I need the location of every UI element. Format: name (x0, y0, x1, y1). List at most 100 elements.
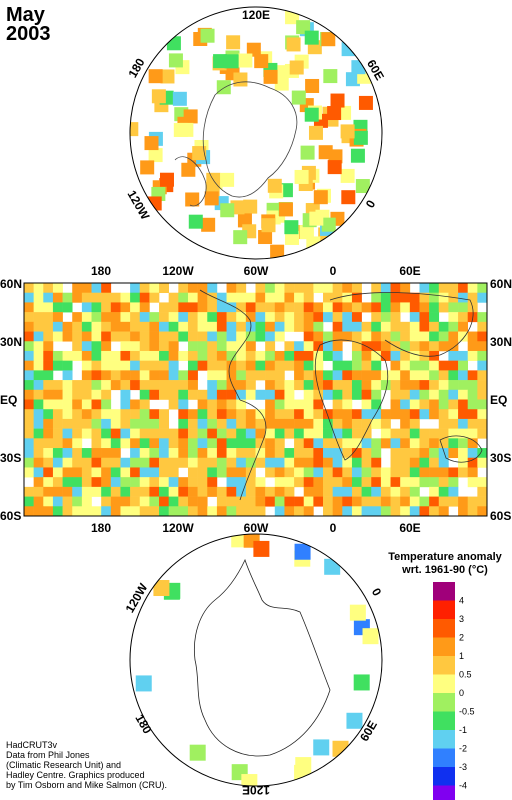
anomaly-cell (207, 341, 218, 352)
anomaly-cell (24, 496, 34, 507)
anomaly-cell (265, 496, 276, 507)
south-polar-cells (135, 534, 379, 786)
anomaly-cell (207, 370, 218, 381)
anomaly-cell (313, 350, 324, 361)
anomaly-cell (361, 389, 372, 400)
anomaly-cell (52, 486, 63, 497)
anomaly-cell (24, 486, 34, 497)
anomaly-cell (294, 428, 305, 439)
anomaly-cell (342, 302, 353, 313)
legend-title: Temperature anomaly wrt. 1961-90 (°C) (380, 551, 510, 577)
anomaly-cell (371, 467, 382, 478)
north-anomaly-cell (328, 149, 343, 164)
anomaly-cell (72, 283, 83, 294)
anomaly-cell (303, 409, 314, 420)
south-anomaly-cell (362, 628, 379, 645)
anomaly-cell (274, 350, 285, 361)
anomaly-cell (236, 389, 247, 400)
anomaly-cell (24, 380, 34, 391)
anomaly-cell (216, 399, 227, 410)
anomaly-cell (168, 321, 179, 332)
anomaly-cell (216, 302, 227, 313)
anomaly-cell (81, 457, 92, 468)
anomaly-cell (236, 477, 247, 488)
anomaly-cell (313, 380, 324, 391)
anomaly-cell (458, 506, 469, 517)
anomaly-cell (168, 438, 179, 449)
north-anomaly-cell (330, 93, 345, 108)
anomaly-cell (409, 321, 420, 332)
anomaly-cell (409, 496, 420, 507)
anomaly-cell (419, 360, 430, 371)
anomaly-cell (274, 448, 285, 459)
anomaly-cell (226, 486, 237, 497)
anomaly-cell (313, 457, 324, 468)
anomaly-cell (284, 302, 295, 313)
anomaly-cell (409, 350, 420, 361)
anomaly-cell (400, 438, 411, 449)
anomaly-cell (371, 477, 382, 488)
anomaly-cell (467, 341, 478, 352)
anomaly-cell (33, 283, 44, 294)
anomaly-cell (245, 389, 256, 400)
top-lon-label-0: 0 (330, 264, 337, 278)
anomaly-cell (371, 360, 382, 371)
anomaly-cell (197, 341, 208, 352)
anomaly-cell (351, 302, 362, 313)
north-anomaly-cell (224, 54, 239, 69)
anomaly-cell (303, 292, 314, 303)
anomaly-cell (139, 321, 150, 332)
anomaly-cell (400, 457, 411, 468)
anomaly-cell (33, 486, 44, 497)
legend-tick-label: 4 (459, 596, 464, 606)
anomaly-cell (429, 467, 440, 478)
anomaly-cell (255, 428, 266, 439)
anomaly-cell (168, 292, 179, 303)
anomaly-cell (52, 360, 63, 371)
south-label-120e: 120E (242, 783, 270, 797)
anomaly-cell (313, 312, 324, 323)
anomaly-cell (33, 409, 44, 420)
anomaly-cell (303, 477, 314, 488)
anomaly-cell (400, 370, 411, 381)
legend-swatch (433, 600, 455, 619)
anomaly-cell (168, 312, 179, 323)
anomaly-cell (303, 380, 314, 391)
anomaly-cell (110, 467, 121, 478)
anomaly-cell (458, 457, 469, 468)
anomaly-cell (197, 360, 208, 371)
anomaly-cell (139, 380, 150, 391)
legend-swatch (433, 711, 455, 730)
anomaly-cell (101, 399, 112, 410)
anomaly-cell (332, 341, 343, 352)
anomaly-cell (390, 457, 401, 468)
anomaly-cell (62, 350, 73, 361)
anomaly-cell (294, 283, 305, 294)
anomaly-cell (342, 409, 353, 420)
anomaly-cell (438, 428, 449, 439)
anomaly-cell (419, 409, 430, 420)
anomaly-cell (477, 389, 488, 400)
anomaly-cell (52, 380, 63, 391)
anomaly-cell (265, 448, 276, 459)
bottom-lon-label-0: 0 (330, 521, 337, 535)
anomaly-cell (351, 389, 362, 400)
anomaly-cell (139, 350, 150, 361)
anomaly-cell (72, 496, 83, 507)
anomaly-cell (342, 360, 353, 371)
anomaly-cell (81, 496, 92, 507)
anomaly-cell (216, 486, 227, 497)
anomaly-cell (139, 448, 150, 459)
anomaly-cell (371, 506, 382, 517)
north-anomaly-cell (140, 160, 155, 175)
anomaly-cell (110, 448, 121, 459)
anomaly-cell (216, 370, 227, 381)
anomaly-cell (139, 331, 150, 342)
anomaly-cell (120, 380, 131, 391)
anomaly-cell (120, 341, 131, 352)
anomaly-cell (255, 418, 266, 429)
anomaly-cell (91, 312, 102, 323)
anomaly-cell (110, 457, 121, 468)
anomaly-cell (429, 428, 440, 439)
anomaly-cell (216, 409, 227, 420)
